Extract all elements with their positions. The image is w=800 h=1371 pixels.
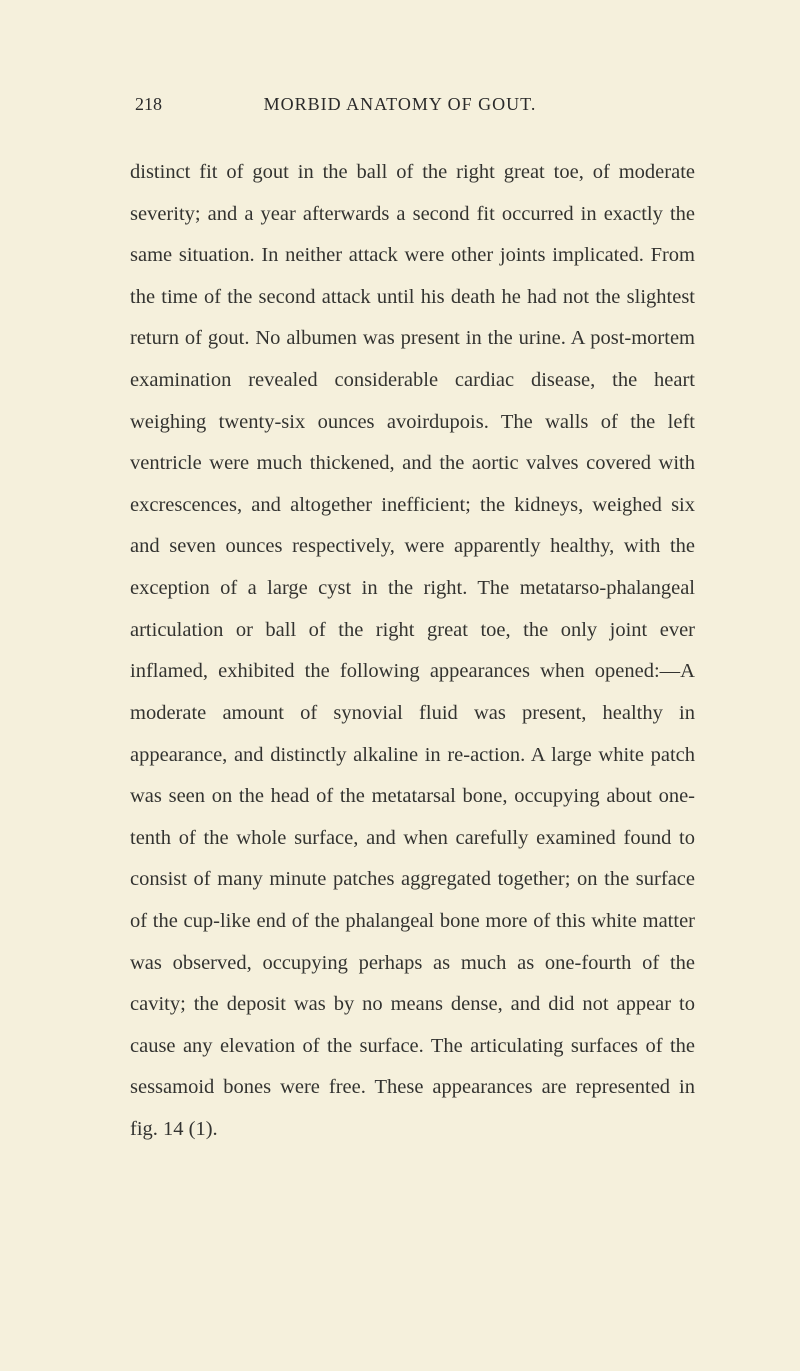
page-header: MORBID ANATOMY OF GOUT. [0,94,800,115]
body-text: distinct fit of gout in the ball of the … [130,152,695,1151]
